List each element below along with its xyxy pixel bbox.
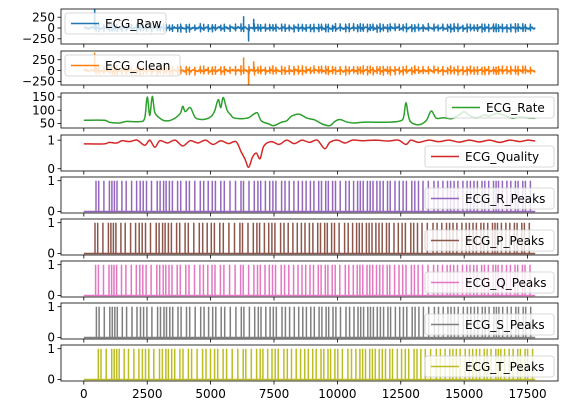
y-tick-label: 100	[32, 103, 55, 117]
y-tick-label: 1	[47, 342, 55, 356]
y-tick-label: 50	[40, 117, 55, 131]
y-tick-label: 0	[47, 247, 55, 261]
legend-box	[64, 12, 167, 35]
x-tick-label: 10000	[318, 387, 356, 401]
y-tick-label: 0	[47, 205, 55, 219]
axes-frame	[60, 50, 559, 86]
y-tick-label: 0	[47, 289, 55, 303]
x-tick-label: 12500	[382, 387, 420, 401]
y-tick-label: 1	[47, 216, 55, 230]
x-tick-label: 17500	[508, 387, 546, 401]
axes-frame	[60, 302, 559, 340]
legend-label: ECG_Q_Peaks	[465, 276, 546, 290]
legend: ECG_Raw	[64, 12, 167, 35]
y-tick-label: 1	[47, 133, 55, 147]
x-tick-label: 5000	[195, 387, 226, 401]
panel-ecg-q-peaks: 0 1 ECG_Q_Peaks	[47, 258, 559, 303]
legend-box	[424, 187, 555, 210]
legend-label: ECG_Raw	[105, 17, 162, 31]
y-tick-label: 250	[32, 10, 55, 24]
axes-frame	[60, 218, 559, 256]
series-line	[83, 95, 536, 127]
y-tick-label: 0	[47, 21, 55, 35]
y-tick-label: 1	[47, 174, 55, 188]
x-tick-label: 2500	[132, 387, 163, 401]
legend: ECG_Rate	[445, 96, 555, 119]
legend-box	[424, 145, 555, 168]
legend-box	[424, 271, 555, 294]
y-tick-label: 1	[47, 300, 55, 314]
legend-label: ECG_Quality	[465, 150, 539, 164]
y-tick-label: −250	[22, 32, 55, 46]
legend: ECG_S_Peaks	[424, 313, 555, 336]
y-tick-label: 0	[47, 162, 55, 176]
y-tick-label: 250	[32, 53, 55, 67]
legend-label: ECG_P_Peaks	[465, 234, 544, 248]
y-tick-label: 0	[47, 373, 55, 387]
legend: ECG_Quality	[424, 145, 555, 168]
legend: ECG_Q_Peaks	[424, 271, 555, 294]
legend-box	[424, 355, 555, 378]
x-tick-label: 0	[80, 387, 88, 401]
legend: ECG_R_Peaks	[424, 187, 555, 210]
series-line	[83, 139, 536, 169]
panel-ecg-r-peaks: 0 1 ECG_R_Peaks	[47, 174, 559, 219]
x-tick-label: 7500	[259, 387, 290, 401]
axes-frame	[60, 260, 559, 298]
legend: ECG_T_Peaks	[424, 355, 555, 378]
y-tick-label: 1	[47, 258, 55, 272]
legend-box	[64, 54, 181, 77]
legend-box	[424, 313, 555, 336]
legend-label: ECG_S_Peaks	[465, 318, 545, 332]
axes-frame	[60, 176, 559, 214]
legend-label: ECG_Rate	[486, 101, 545, 115]
panel-ecg-quality: 0 1 ECG_Quality	[47, 133, 559, 176]
y-tick-label: 150	[32, 90, 55, 104]
legend: ECG_Clean	[64, 54, 181, 77]
y-tick-label: 0	[47, 64, 55, 78]
legend-label: ECG_R_Peaks	[465, 192, 545, 206]
axes-frame	[60, 344, 559, 382]
legend-label: ECG_T_Peaks	[465, 360, 544, 374]
axes-frame	[60, 134, 559, 172]
x-tick-label: 15000	[445, 387, 483, 401]
y-tick-label: −250	[22, 75, 55, 89]
panel-ecg-s-peaks: 0 1 ECG_S_Peaks	[47, 300, 559, 345]
y-tick-label: 0	[47, 331, 55, 345]
legend-label: ECG_Clean	[105, 59, 170, 73]
panel-ecg-t-peaks: 0 1 ECG_T_Peaks	[47, 342, 559, 387]
legend-box	[424, 229, 555, 252]
axes-frame	[60, 8, 559, 45]
legend: ECG_P_Peaks	[424, 229, 555, 252]
panel-ecg-p-peaks: 0 1 ECG_P_Peaks	[47, 216, 559, 261]
legend-box	[445, 96, 555, 119]
